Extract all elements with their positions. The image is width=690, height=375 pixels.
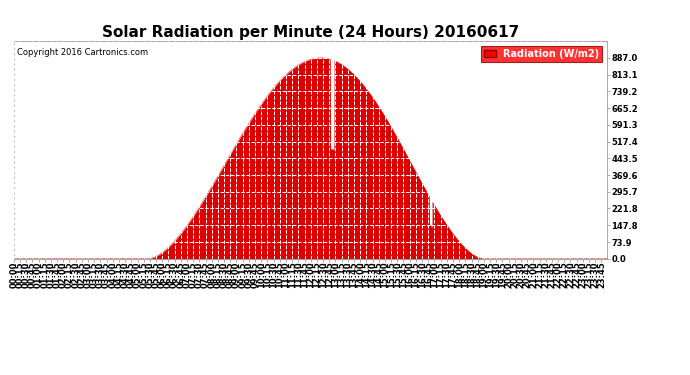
Legend: Radiation (W/m2): Radiation (W/m2)	[481, 46, 602, 62]
Title: Solar Radiation per Minute (24 Hours) 20160617: Solar Radiation per Minute (24 Hours) 20…	[102, 25, 519, 40]
Text: Copyright 2016 Cartronics.com: Copyright 2016 Cartronics.com	[17, 48, 148, 57]
